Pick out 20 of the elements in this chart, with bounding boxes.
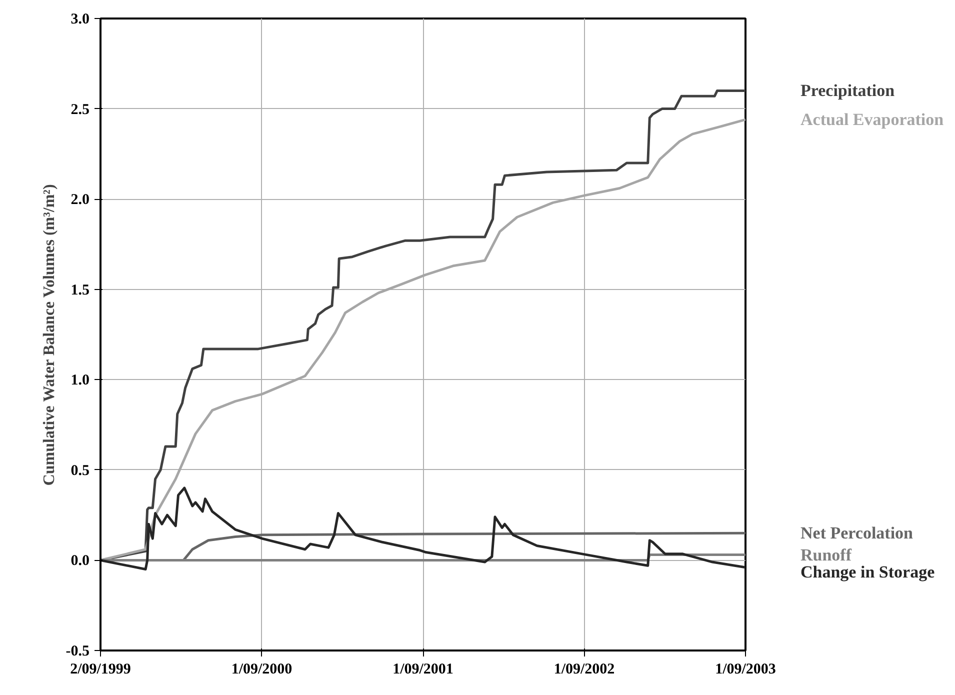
y-tick-label: 0.0: [70, 553, 90, 570]
text: Actual Evaporation: [800, 110, 944, 130]
text: Runoff: [800, 545, 852, 564]
text: Change in Storage: [800, 562, 936, 582]
y-tick-label: -0.5: [66, 644, 90, 660]
y-tick-label: 2.5: [70, 102, 90, 118]
x-tick-label: 1/09/2003: [715, 662, 776, 678]
x-tick-label: 1/09/2001: [392, 662, 454, 678]
x-tick-label: 2/09/1999: [70, 662, 131, 678]
y-tick-label: 2.0: [70, 192, 90, 208]
text: Precipitation: [800, 81, 896, 100]
text: Net Percolation: [800, 524, 914, 543]
y-tick-label: 3.0: [70, 12, 90, 28]
line-series: [100, 486, 746, 570]
x-tick-label: 1/09/2000: [231, 662, 292, 678]
y-tick-label: 1.5: [70, 282, 90, 298]
y-tick-label: 1.0: [70, 372, 90, 389]
x-tick-label: 1/09/2002: [554, 662, 615, 678]
y-axis-title: Cumulative Water Balance Volumes (m³/m²): [40, 184, 58, 486]
y-tick-label: 0.5: [70, 462, 90, 479]
